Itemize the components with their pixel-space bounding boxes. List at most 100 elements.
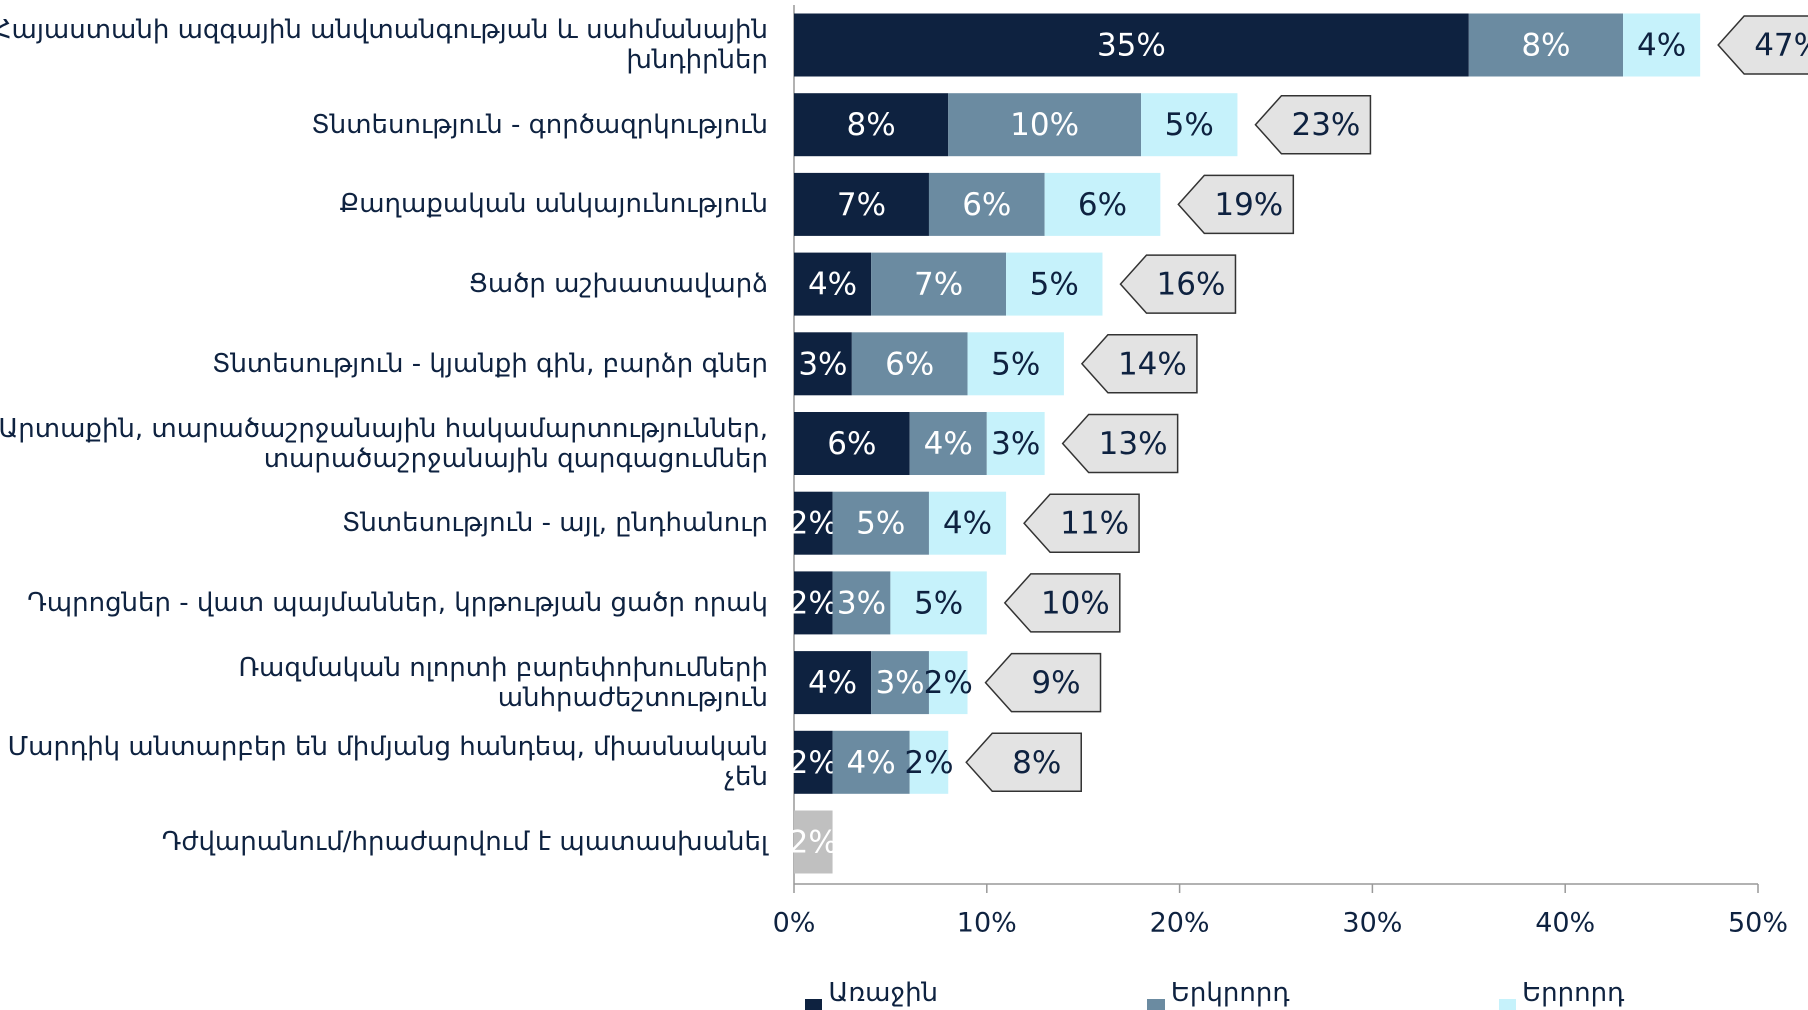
bar-segment bbox=[871, 252, 1007, 316]
bar-segment bbox=[1623, 13, 1701, 77]
bar-segment bbox=[794, 93, 949, 157]
legend-label: Երկրորդ պատասխան bbox=[1170, 978, 1356, 1010]
bar-segment bbox=[794, 252, 872, 316]
value-label: 3% bbox=[991, 426, 1040, 462]
value-label: 5% bbox=[1030, 267, 1079, 303]
value-label: 3% bbox=[837, 585, 886, 621]
bar-segment bbox=[1006, 252, 1103, 316]
value-label: 7% bbox=[914, 267, 963, 303]
value-label: 5% bbox=[856, 506, 905, 542]
x-tick-label: 0% bbox=[773, 908, 816, 939]
value-label: 3% bbox=[875, 665, 924, 701]
total-callout bbox=[1061, 413, 1179, 474]
value-label: 6% bbox=[1078, 187, 1127, 223]
x-tick-label: 40% bbox=[1535, 908, 1595, 939]
bar-segment bbox=[794, 810, 833, 874]
bar-segment bbox=[890, 571, 987, 635]
total-label: 9% bbox=[1031, 665, 1080, 701]
category-label: Ռազմական ոլորտի բարեփոխումների անհրաժեշտ… bbox=[238, 652, 768, 713]
value-label: 2% bbox=[789, 585, 838, 621]
total-callout bbox=[1003, 573, 1121, 633]
bar-segment bbox=[794, 651, 872, 715]
bar-segment bbox=[832, 571, 891, 635]
category-label: Տնտեսություն - գործազրկություն bbox=[311, 109, 768, 140]
value-label: 4% bbox=[808, 665, 857, 701]
bar-segment bbox=[928, 651, 968, 715]
category-label: Ցածր աշխատավարձ bbox=[468, 269, 768, 300]
value-label: 7% bbox=[837, 187, 886, 223]
bar-segment bbox=[909, 412, 987, 475]
total-callout bbox=[1023, 493, 1140, 553]
value-label: 4% bbox=[924, 426, 973, 462]
value-label: 4% bbox=[943, 506, 992, 542]
value-label: 8% bbox=[847, 107, 896, 143]
value-label: 2% bbox=[789, 506, 838, 542]
bar-segment bbox=[967, 332, 1064, 396]
bar-segment bbox=[986, 412, 1045, 475]
category-label: Տնտեսություն - այլ, ընդհանուր bbox=[342, 508, 768, 539]
legend-label: Երրորդ պատասխան bbox=[1522, 978, 1707, 1010]
total-label: 47% bbox=[1754, 28, 1808, 64]
bar-segment bbox=[871, 651, 929, 715]
x-tick-label: 20% bbox=[1150, 908, 1210, 939]
total-label: 19% bbox=[1214, 187, 1283, 223]
value-label: 2% bbox=[904, 745, 953, 781]
bar-segment bbox=[794, 13, 1469, 77]
legend-item: Երրորդ պատասխան bbox=[1498, 978, 1808, 1010]
legend: Առաջին պատասխան Երկրորդ պատասխան Երրորդ պա… bbox=[805, 978, 1808, 1010]
total-callout bbox=[984, 652, 1102, 713]
legend-item: Երկրորդ պատասխան bbox=[1147, 978, 1472, 1010]
bar-segment bbox=[832, 491, 929, 555]
category-label: Քաղաքական անկայունություն bbox=[339, 189, 768, 220]
value-label: 6% bbox=[962, 187, 1011, 223]
legend-label: Առաջին պատասխան bbox=[828, 978, 1013, 1010]
bar-segment bbox=[1141, 93, 1238, 157]
x-tick-label: 30% bbox=[1342, 908, 1402, 939]
value-label: 6% bbox=[885, 346, 934, 382]
bar-segment bbox=[851, 332, 968, 396]
category-label: Դպրոցներ - վատ պայմաններ, կրթության ցածր… bbox=[27, 587, 768, 618]
value-label: 10% bbox=[1010, 107, 1079, 143]
bar-segment bbox=[794, 730, 833, 794]
legend-swatch bbox=[1498, 999, 1517, 1010]
total-callout bbox=[965, 732, 1082, 793]
category-label: Արտաքին, տարածաշրջանային հակամարտություն… bbox=[0, 413, 768, 474]
legend-swatch bbox=[1147, 999, 1165, 1010]
bar-segment bbox=[832, 730, 910, 794]
bar-segment bbox=[794, 172, 929, 236]
legend-swatch bbox=[805, 999, 823, 1010]
total-callout bbox=[1717, 15, 1808, 75]
value-label: 5% bbox=[991, 346, 1040, 382]
total-label: 10% bbox=[1041, 585, 1110, 621]
total-label: 23% bbox=[1291, 107, 1360, 143]
total-label: 14% bbox=[1118, 346, 1187, 382]
value-label: 4% bbox=[1637, 28, 1686, 64]
total-callout bbox=[1254, 94, 1372, 155]
total-label: 13% bbox=[1099, 426, 1168, 462]
bar-segment bbox=[794, 412, 910, 475]
value-label: 8% bbox=[1521, 28, 1570, 64]
total-label: 16% bbox=[1157, 267, 1226, 303]
x-tick-label: 50% bbox=[1728, 908, 1788, 939]
value-label: 4% bbox=[808, 267, 857, 303]
value-label: 2% bbox=[789, 825, 838, 861]
value-label: 2% bbox=[924, 665, 973, 701]
value-label: 2% bbox=[789, 745, 838, 781]
total-callout bbox=[1177, 174, 1295, 235]
value-label: 4% bbox=[847, 745, 896, 781]
bar-segment bbox=[794, 332, 852, 396]
category-label: Տնտեսություն - կյանքի գին, բարձր գներ bbox=[212, 348, 768, 379]
bar-segment bbox=[928, 172, 1045, 236]
value-label: 5% bbox=[914, 585, 963, 621]
bar-segment bbox=[948, 93, 1142, 157]
bar-segment bbox=[909, 730, 949, 794]
value-label: 6% bbox=[827, 426, 876, 462]
category-label: Դժվարանում/հրաժարվում է պատասխանել bbox=[161, 827, 768, 857]
bar-segment bbox=[794, 571, 833, 635]
category-label: Մարդիկ անտարբեր են միմյանց հանդեպ, միասն… bbox=[7, 732, 768, 793]
bar-segment bbox=[928, 491, 1007, 555]
bar-segment bbox=[1468, 13, 1624, 77]
value-label: 3% bbox=[798, 346, 847, 382]
